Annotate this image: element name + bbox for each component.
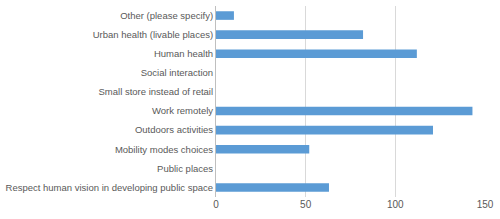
svg-text:50: 50 <box>300 199 312 210</box>
svg-text:Social interaction: Social interaction <box>141 67 213 78</box>
svg-text:Outdoors activities: Outdoors activities <box>135 124 213 135</box>
svg-text:150: 150 <box>477 199 494 210</box>
svg-text:Respect human vision in develo: Respect human vision in developing publi… <box>6 182 214 193</box>
svg-text:Urban health (livable places): Urban health (livable places) <box>93 29 213 40</box>
svg-text:Small store instead of retail: Small store instead of retail <box>99 86 214 97</box>
svg-text:0: 0 <box>213 199 219 210</box>
svg-text:Mobility modes choices: Mobility modes choices <box>115 144 213 155</box>
svg-text:Human health: Human health <box>154 48 213 59</box>
svg-text:Public places: Public places <box>157 163 213 174</box>
svg-text:Other (please specify): Other (please specify) <box>120 10 213 21</box>
svg-text:Work remotely: Work remotely <box>152 105 213 116</box>
svg-text:100: 100 <box>387 199 404 210</box>
